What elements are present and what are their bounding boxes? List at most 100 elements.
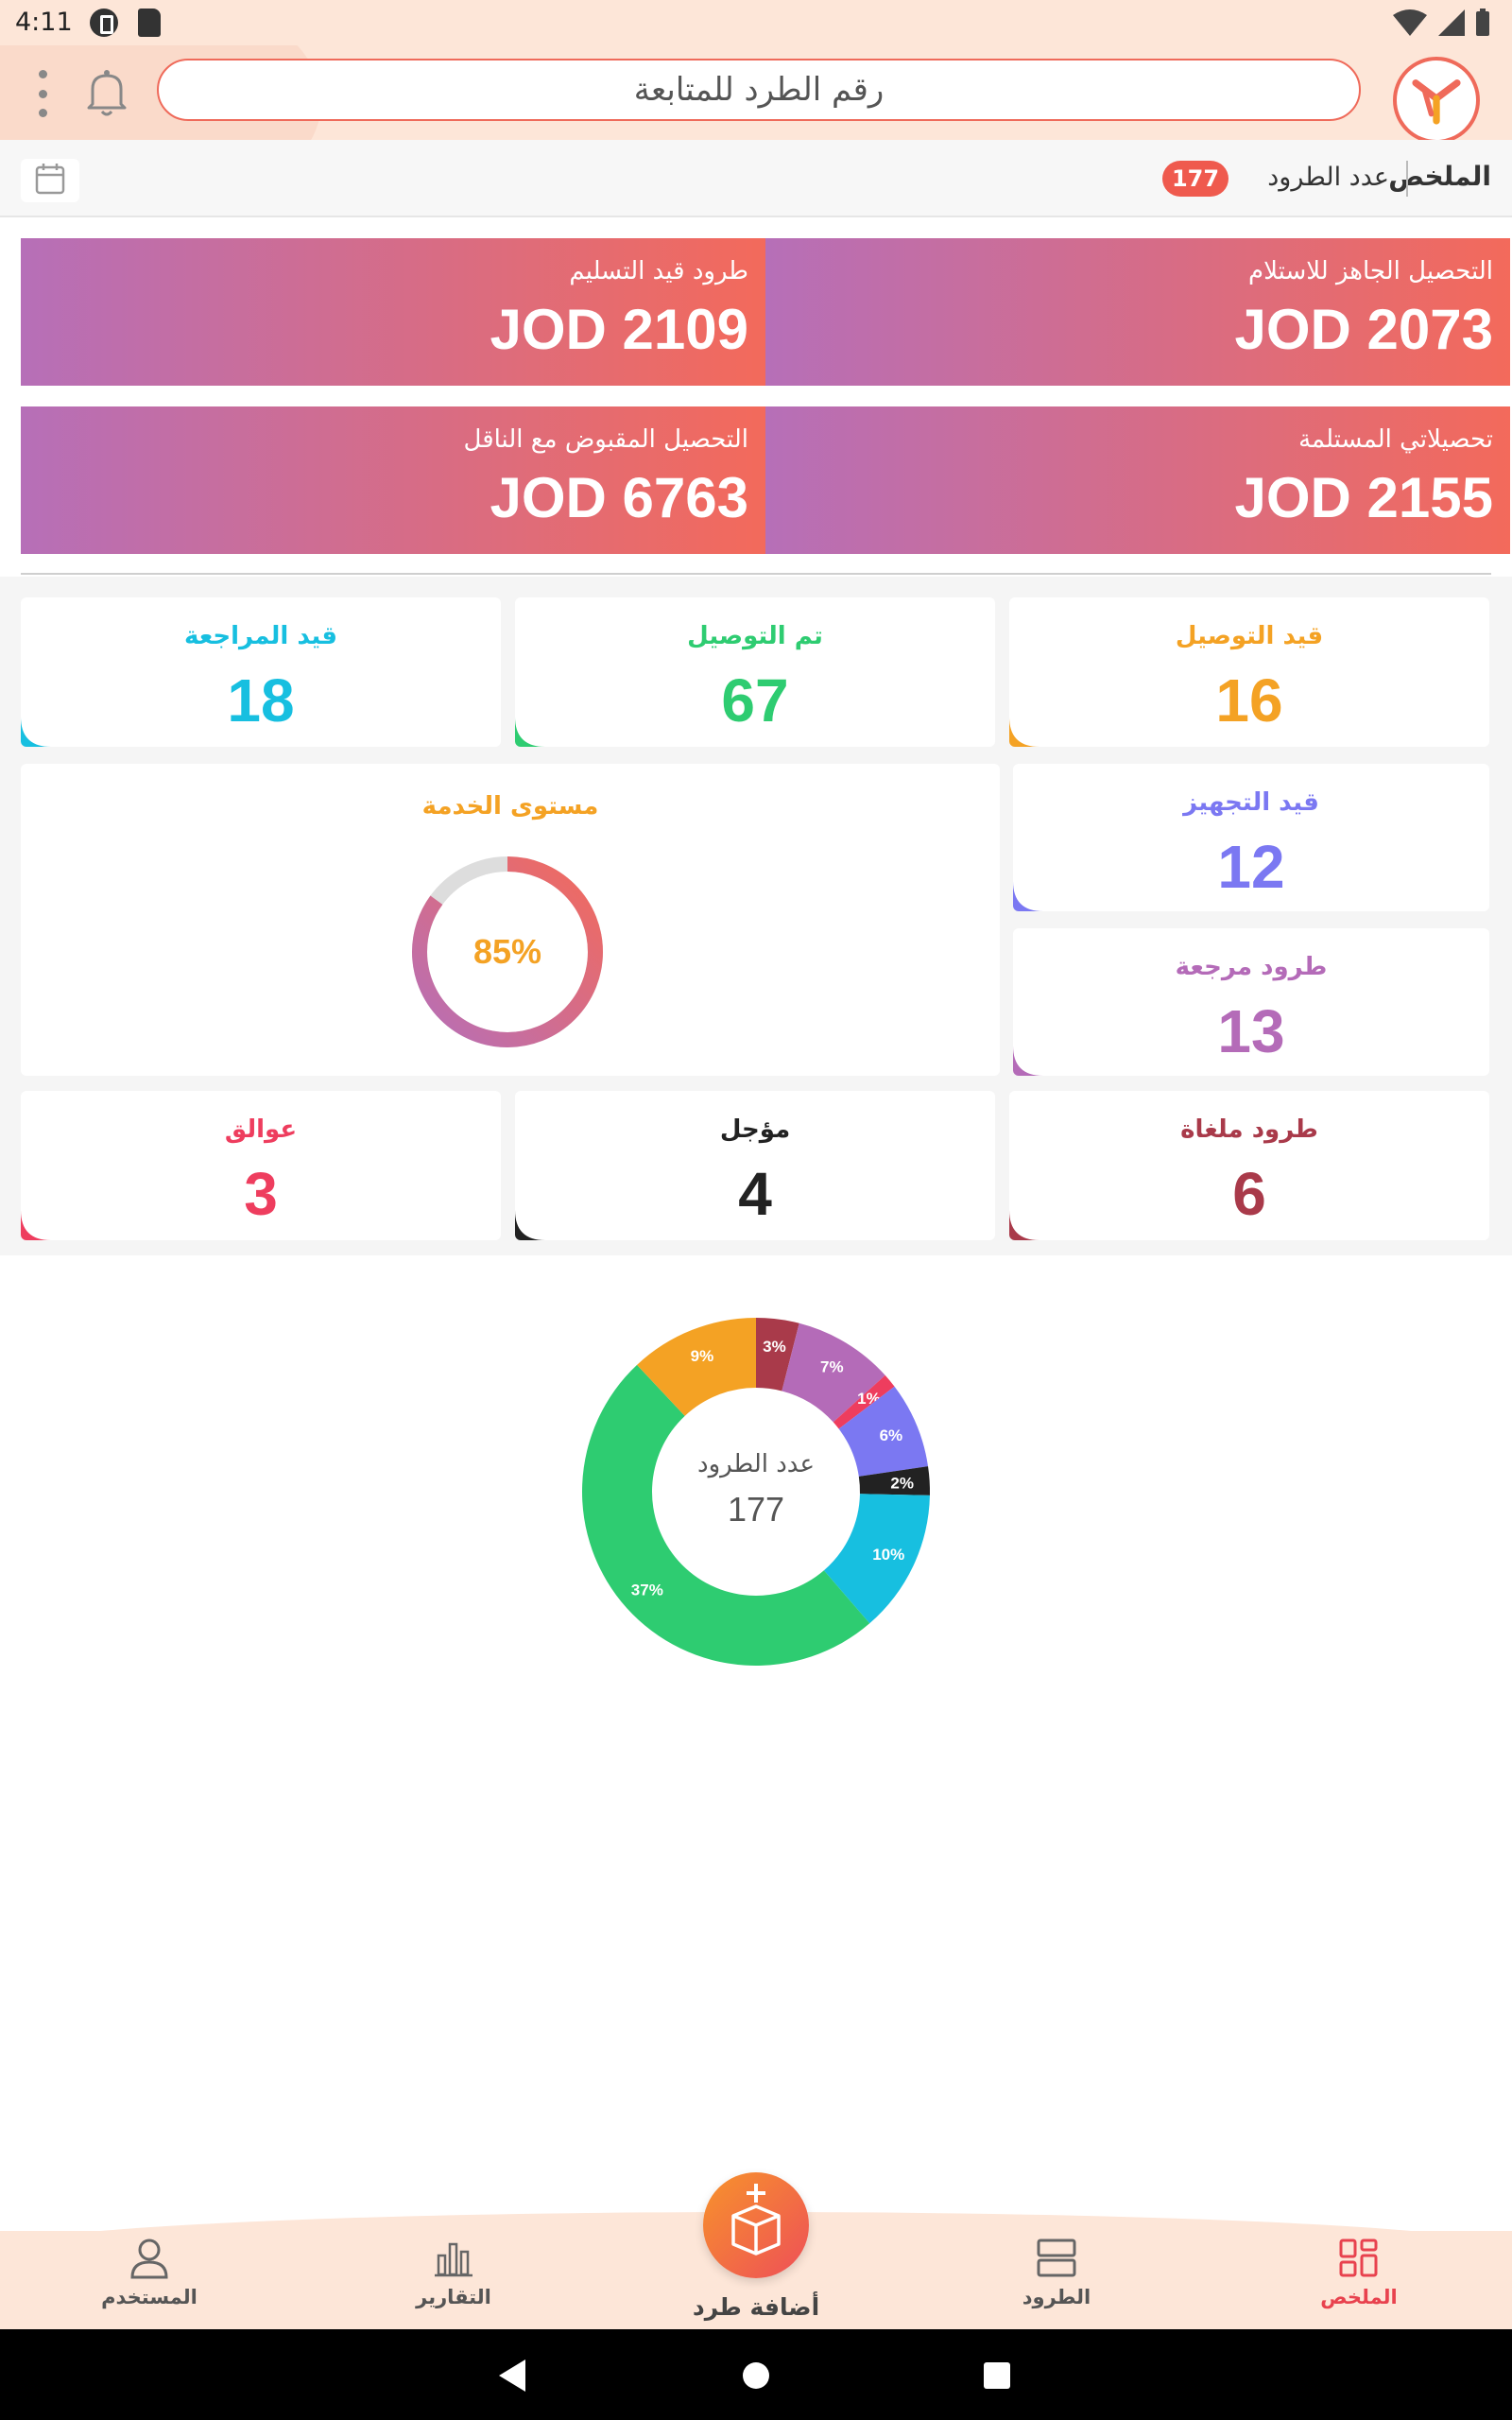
- money-card-value: JOD 2155: [1234, 466, 1493, 529]
- donut-slice-label: 10%: [872, 1546, 904, 1564]
- status-card-corner: [1013, 1046, 1043, 1076]
- wifi-battery-icons: [1393, 9, 1489, 36]
- grid-icon: [1339, 2238, 1378, 2277]
- nav-summary[interactable]: الملخص: [1264, 2237, 1453, 2322]
- android-navigation-bar: [0, 2329, 1512, 2420]
- status-card-cancelled[interactable]: طرود ملغاة 6: [1009, 1091, 1489, 1240]
- add-box-icon: [731, 2184, 781, 2256]
- donut-slice-label: 7%: [820, 1357, 844, 1375]
- status-card-stuck[interactable]: عوالق 3: [21, 1091, 501, 1240]
- status-card-postponed[interactable]: مؤجل 4: [515, 1091, 995, 1240]
- add-parcel-button[interactable]: [703, 2172, 809, 2278]
- donut-center-label: عدد الطرود: [697, 1450, 815, 1478]
- status-card-under-review[interactable]: قيد المراجعة 18: [21, 597, 501, 747]
- nav-parcels-label: الطرود: [1022, 2286, 1091, 2308]
- status-card-value: 4: [738, 1160, 772, 1228]
- money-card-label: التحصيل المقبوض مع الناقل: [463, 425, 749, 454]
- status-card-value: 67: [721, 666, 789, 735]
- status-card-delivered[interactable]: تم التوصيل 67: [515, 597, 995, 747]
- donut-slice-label: 3%: [763, 1338, 786, 1356]
- summary-title: الملخص: [1388, 161, 1491, 192]
- donut-slice-label: 6%: [880, 1426, 903, 1444]
- status-card-value: 12: [1217, 833, 1285, 901]
- nav-reports-label: التقارير: [416, 2286, 491, 2308]
- parcels-donut-chart: 3%7%1%6%2%10%37%9%: [582, 1318, 930, 1666]
- donut-slice: [582, 1364, 870, 1666]
- app-logo: [1393, 57, 1480, 140]
- add-parcel-label: أضافة طرد: [692, 2293, 820, 2321]
- summary-divider: [1406, 161, 1408, 197]
- status-card-corner: [1013, 881, 1043, 911]
- service-level-percent: 85%: [472, 932, 542, 971]
- home-icon[interactable]: [741, 2360, 771, 2391]
- status-card-label: طرود مرجعة: [1175, 953, 1328, 981]
- money-card-value: JOD 6763: [490, 466, 748, 529]
- nav-reports[interactable]: التقارير: [359, 2237, 548, 2322]
- status-card-in-delivery[interactable]: قيد التوصيل 16: [1009, 597, 1489, 747]
- status-card-returned[interactable]: طرود مرجعة 13: [1013, 928, 1489, 1076]
- status-card-corner: [1009, 717, 1040, 747]
- money-card-value: JOD 2073: [1234, 298, 1493, 361]
- donut-slice: [637, 1318, 756, 1416]
- recents-icon[interactable]: [983, 2361, 1011, 2390]
- user-icon: [130, 2238, 168, 2279]
- status-card-corner: [1009, 1210, 1040, 1240]
- status-card-preparing[interactable]: قيد التجهيز 12: [1013, 764, 1489, 911]
- money-card-value: JOD 2109: [490, 298, 748, 361]
- money-card-label: طرود قيد التسليم: [569, 257, 748, 285]
- status-card-label: تم التوصيل: [687, 622, 823, 650]
- donut-slice: [756, 1318, 799, 1392]
- money-card-label: تحصيلاتي المستلمة: [1298, 425, 1493, 454]
- money-card-ready-collection[interactable]: التحصيل الجاهز للاستلام JOD 2073: [765, 238, 1510, 386]
- parcel-count-badge: 177: [1162, 161, 1228, 197]
- service-level-card: مستوى الخدمة 85%: [21, 764, 1000, 1076]
- status-card-label: طرود ملغاة: [1180, 1115, 1318, 1144]
- status-card-value: 13: [1217, 997, 1285, 1065]
- more-options-icon[interactable]: [26, 70, 59, 117]
- status-card-corner: [21, 717, 51, 747]
- notification-bell-icon[interactable]: [83, 66, 130, 119]
- status-card-value: 18: [227, 666, 295, 735]
- status-time: 4:11: [15, 8, 73, 37]
- nav-summary-label: الملخص: [1320, 2286, 1398, 2308]
- money-card-label: التحصيل الجاهز للاستلام: [1248, 257, 1493, 285]
- status-card-corner: [515, 1210, 545, 1240]
- tracking-search-input[interactable]: رقم الطرد للمتابعة: [157, 59, 1361, 121]
- status-card-label: مؤجل: [719, 1115, 791, 1144]
- nav-user[interactable]: المستخدم: [55, 2237, 244, 2322]
- donut-slice: [833, 1374, 895, 1429]
- status-card-label: عوالق: [224, 1115, 298, 1144]
- summary-bar: الملخص عدد الطرود 177: [0, 140, 1512, 217]
- status-card-value: 3: [244, 1160, 278, 1228]
- status-card-label: قيد التجهيز: [1183, 788, 1319, 817]
- sd-card-icon: [138, 9, 161, 37]
- donut-slice: [823, 1494, 930, 1624]
- donut-center-value: 177: [727, 1490, 785, 1529]
- nav-parcels[interactable]: الطرود: [962, 2237, 1151, 2322]
- donut-slice-label: 37%: [631, 1582, 663, 1599]
- status-card-corner: [21, 1210, 51, 1240]
- service-level-ring: [412, 856, 603, 1047]
- nav-user-label: المستخدم: [101, 2286, 198, 2308]
- top-header: رقم الطرد للمتابعة: [0, 45, 1512, 140]
- status-card-value: 6: [1232, 1160, 1266, 1228]
- date-filter-button[interactable]: [21, 159, 79, 202]
- status-card-corner: [515, 717, 545, 747]
- status-card-label: قيد التوصيل: [1175, 622, 1324, 650]
- calendar-icon: [35, 164, 65, 195]
- donut-slice: [858, 1466, 930, 1495]
- chart-icon: [435, 2242, 472, 2277]
- status-card-value: 16: [1215, 666, 1283, 735]
- money-card-in-delivery[interactable]: طرود قيد التسليم JOD 2109: [21, 238, 765, 386]
- money-card-carrier-collection[interactable]: التحصيل المقبوض مع الناقل JOD 6763: [21, 406, 765, 554]
- section-divider: [21, 573, 1491, 575]
- donut-slice-label: 9%: [691, 1347, 714, 1365]
- back-icon[interactable]: [495, 2358, 529, 2394]
- list-icon: [1037, 2238, 1076, 2277]
- money-card-received-collections[interactable]: تحصيلاتي المستلمة JOD 2155: [765, 406, 1510, 554]
- app-notification-icon: [90, 9, 118, 37]
- donut-slice-label: 2%: [890, 1474, 914, 1492]
- status-bar: 4:11: [0, 0, 1512, 45]
- parcel-count-label: عدد الطرود: [1267, 163, 1389, 192]
- service-level-label: مستوى الخدمة: [421, 792, 599, 821]
